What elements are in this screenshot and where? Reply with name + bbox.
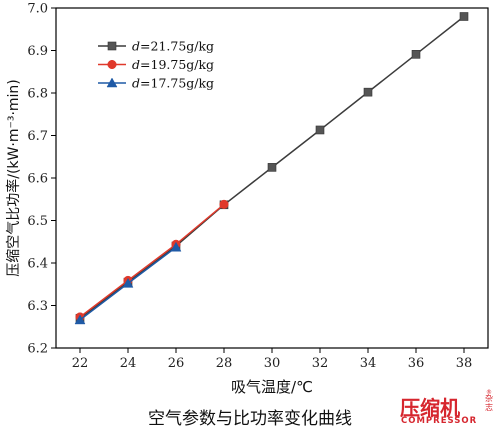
legend-label-1: d=21.75g/kg: [132, 39, 214, 54]
y-tick-label: 7.0: [27, 2, 48, 17]
y-axis-label: 压缩空气比功率/(kW·m⁻³·min): [5, 79, 22, 277]
x-tick-label: 38: [456, 356, 473, 371]
series-3-point: [122, 277, 134, 288]
logo-registered-mark: ®: [486, 389, 492, 396]
x-tick-label: 22: [72, 356, 89, 371]
series-1-point: [315, 125, 325, 135]
legend-marker-2: [107, 59, 117, 70]
y-tick-label: 6.7: [27, 129, 48, 144]
y-tick-label: 6.9: [27, 44, 48, 59]
x-tick-label: 34: [360, 356, 377, 371]
y-tick-label: 6.8: [27, 87, 48, 102]
series-3-point: [74, 314, 86, 325]
y-tick-label: 6.5: [27, 214, 48, 229]
x-axis-label: 吸气温度/℃: [231, 378, 313, 396]
figure-caption: 空气参数与比功率变化曲线: [148, 409, 352, 429]
legend-marker-3: [106, 77, 118, 88]
x-tick-label: 30: [264, 356, 281, 371]
x-tick-label: 24: [120, 356, 137, 371]
series-line-2: [79, 203, 225, 318]
series-3-point: [170, 241, 182, 252]
x-tick-label: 32: [312, 356, 329, 371]
x-tick-label: 26: [168, 356, 185, 371]
series-2-point: [219, 199, 229, 209]
series-1-point: [267, 163, 277, 172]
logo-main-text: 压缩机: [400, 396, 460, 420]
logo-sub-text: COMPRESSOR: [401, 416, 478, 426]
y-tick-label: 6.3: [27, 299, 48, 314]
y-tick-label: 6.2: [27, 342, 48, 357]
series-1-point: [363, 87, 373, 97]
legend-marker-1: [107, 41, 117, 51]
x-tick-label: 36: [408, 356, 425, 371]
y-tick-label: 6.4: [27, 257, 48, 272]
series-1-point: [411, 50, 421, 59]
plot-frame: [55, 7, 489, 349]
y-tick-label: 6.6: [27, 172, 48, 187]
logo-side-text: 杂志: [485, 394, 493, 412]
legend-label-2: d=19.75g/kg: [132, 57, 214, 72]
x-tick-label: 28: [216, 356, 233, 371]
compressor-logo: 压缩机 COMPRESSOR 杂志 ®: [400, 389, 498, 430]
legend-label-3: d=17.75g/kg: [132, 76, 214, 91]
series-1-point: [459, 12, 469, 21]
